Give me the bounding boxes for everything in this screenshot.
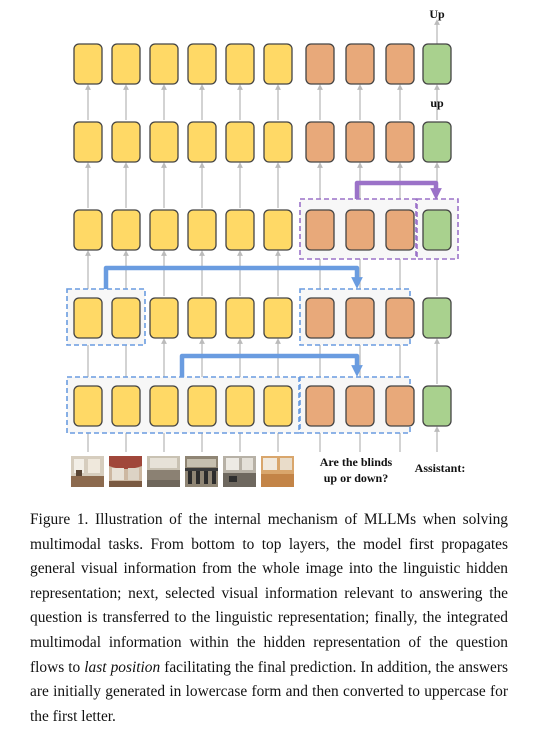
question-token [305,297,335,339]
visual-token [149,43,179,85]
question-token [345,297,375,339]
visual-token [73,209,103,251]
mllm-mechanism-diagram: Up up [66,7,466,487]
caption-text-end: facilitating the final prediction. In ad… [30,658,508,725]
purple-flow-arrow [354,180,442,200]
assistant-token [422,209,452,251]
question-token [345,385,375,427]
visual-token [187,43,217,85]
visual-token [263,385,293,427]
question-token [385,121,415,163]
blue-flow-arrow-lower [179,353,363,377]
assistant-token [422,297,452,339]
visual-token [111,297,141,339]
visual-token [225,385,255,427]
question-token [305,209,335,251]
question-token [345,43,375,85]
visual-token [111,209,141,251]
visual-token [263,121,293,163]
image-patch-2 [109,456,142,487]
question-token [305,385,335,427]
visual-token [225,209,255,251]
visual-token [263,209,293,251]
visual-token [111,43,141,85]
visual-token [225,43,255,85]
visual-token [73,43,103,85]
visual-token [111,385,141,427]
assistant-label: Assistant: [415,461,466,475]
visual-token [187,121,217,163]
blue-flow-arrow-upper [103,265,363,289]
visual-group-box-layer1 [66,376,300,434]
question-token [385,385,415,427]
visual-token [263,43,293,85]
visual-token [263,297,293,339]
visual-token [149,385,179,427]
visual-token [225,121,255,163]
visual-token [149,209,179,251]
question-token [345,209,375,251]
question-token [385,297,415,339]
visual-token [187,297,217,339]
mid-output-token: up [430,96,444,110]
question-token [305,43,335,85]
visual-token [73,297,103,339]
assistant-token [422,43,452,85]
visual-token [149,297,179,339]
caption-emphasis: last position [84,658,161,676]
visual-token [73,385,103,427]
caption-text: Figure 1. Illustration of the internal m… [30,511,508,676]
figure-caption: Figure 1. Illustration of the internal m… [30,508,508,729]
question-line-1: Are the blinds [320,455,393,469]
question-token [345,121,375,163]
assistant-token [422,121,452,163]
token-grid [73,43,452,427]
image-patch-5 [223,456,256,487]
assistant-token [422,385,452,427]
input-image-patches [71,456,294,487]
visual-token [187,209,217,251]
image-patch-3 [147,456,180,487]
question-token [385,209,415,251]
image-patch-4 [185,456,218,487]
image-patch-1 [71,456,104,487]
visual-token [149,121,179,163]
visual-token [225,297,255,339]
top-output-token: Up [429,7,445,21]
question-line-2: up or down? [324,471,388,485]
question-token [305,121,335,163]
question-token [385,43,415,85]
visual-token [73,121,103,163]
visual-token [187,385,217,427]
image-patch-6 [261,456,294,487]
visual-token [111,121,141,163]
